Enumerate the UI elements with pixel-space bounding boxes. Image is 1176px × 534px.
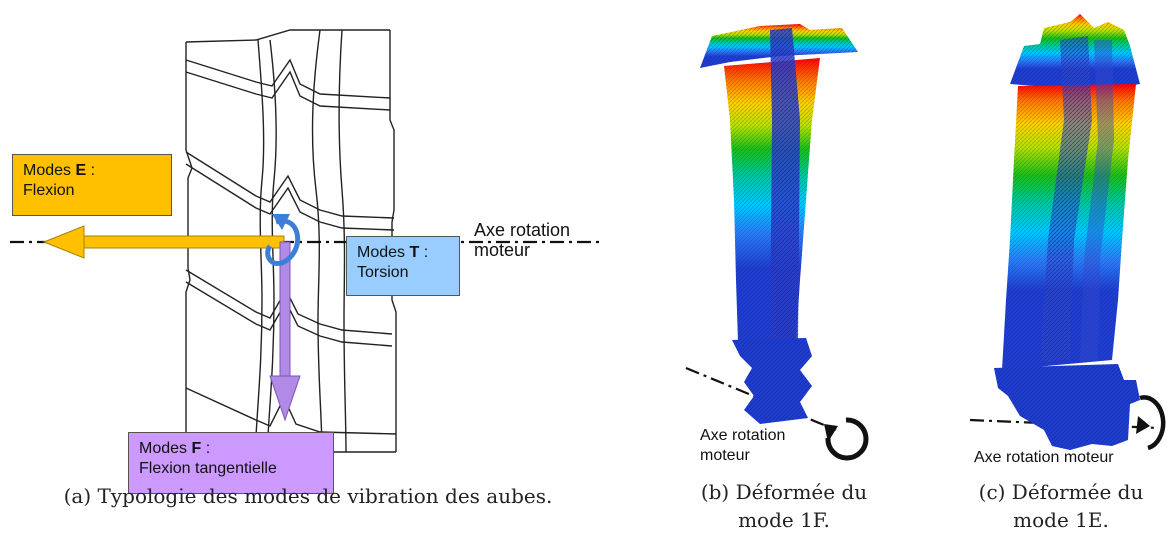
modes-t-box: Modes T : Torsion <box>346 236 460 296</box>
torsion-t-arrow <box>265 214 301 266</box>
rotation-circle-icon-b <box>824 417 869 461</box>
axis-label-a-line1: Axe rotation <box>474 220 571 240</box>
caption-b-line2: mode 1F. <box>738 508 830 532</box>
rotation-circle-icon-c <box>1136 395 1166 451</box>
axis-label-b-line2: moteur <box>700 447 750 464</box>
modes-f-title: Modes F : <box>139 439 323 459</box>
caption-c-line1: (c) Déformée du <box>978 480 1144 504</box>
modes-e-letter: E <box>75 162 87 179</box>
modes-e-title: Modes E : <box>23 161 161 181</box>
modes-t-letter: T <box>409 244 420 261</box>
modes-f-box: Modes F : Flexion tangentielle <box>128 432 334 494</box>
axis-label-a: Axe rotation moteur <box>474 220 570 260</box>
fem-blade-1e <box>994 14 1140 450</box>
modes-t-prefix: Modes <box>357 244 410 261</box>
caption-b-line1: (b) Déformée du <box>700 480 868 504</box>
modes-f-letter: F <box>191 440 202 457</box>
modes-f-prefix: Modes <box>139 440 192 457</box>
axis-label-a-line2: moteur <box>474 240 531 260</box>
modes-e-suffix: : <box>86 162 96 179</box>
axis-label-c: Axe rotation moteur <box>974 449 1114 466</box>
modes-t-desc: Torsion <box>357 264 409 281</box>
flexion-e-arrow <box>42 225 285 259</box>
modes-e-desc: Flexion <box>23 182 75 199</box>
fem-blade-1f <box>700 24 858 424</box>
axis-label-b-line1: Axe rotation <box>700 427 786 444</box>
caption-a: (a) Typologie des modes de vibration des… <box>63 484 553 508</box>
modes-e-box: Modes E : Flexion <box>12 154 172 216</box>
axis-label-b: Axe rotation moteur <box>700 426 785 466</box>
caption-c: (c) Déformée du mode 1E. <box>950 478 1172 534</box>
modes-t-suffix: : <box>419 244 429 261</box>
caption-c-line2: mode 1E. <box>1013 508 1109 532</box>
modes-t-title: Modes T : <box>357 243 449 263</box>
modes-f-desc: Flexion tangentielle <box>139 460 277 477</box>
modes-f-suffix: : <box>201 440 211 457</box>
caption-b: (b) Déformée du mode 1F. <box>660 478 908 534</box>
modes-e-prefix: Modes <box>23 162 76 179</box>
flexion-f-arrow <box>269 241 301 422</box>
